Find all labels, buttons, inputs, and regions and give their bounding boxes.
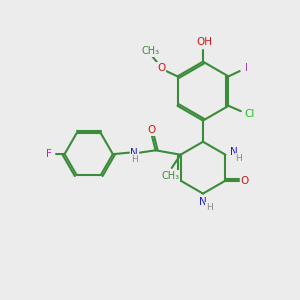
Text: CH₃: CH₃	[141, 46, 159, 56]
Text: N: N	[230, 147, 238, 158]
Text: H: H	[131, 154, 137, 164]
Text: O: O	[157, 63, 165, 73]
Text: F: F	[46, 149, 52, 159]
Text: H: H	[206, 203, 213, 212]
Text: O: O	[148, 125, 156, 135]
Text: O: O	[241, 176, 249, 186]
Text: N: N	[199, 197, 207, 207]
Text: H: H	[235, 154, 242, 163]
Text: Cl: Cl	[244, 109, 255, 119]
Text: I: I	[245, 63, 248, 73]
Text: CH₃: CH₃	[161, 171, 179, 181]
Text: OH: OH	[196, 37, 212, 47]
Text: N: N	[130, 148, 138, 158]
